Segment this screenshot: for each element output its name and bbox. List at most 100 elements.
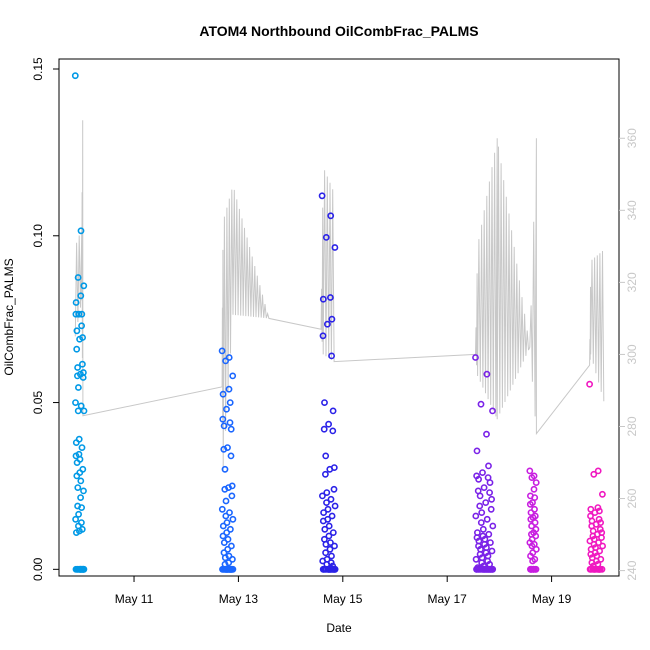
data-point	[219, 522, 227, 530]
data-point	[221, 485, 229, 493]
data-point	[487, 505, 495, 513]
data-point	[218, 347, 226, 355]
data-point	[226, 419, 234, 426]
data-point	[72, 515, 79, 523]
x-tick-label: May 11	[115, 592, 154, 606]
y-axis-label: OilCombFrac_PALMS	[2, 258, 16, 375]
data-point	[221, 554, 229, 562]
data-point	[319, 517, 327, 525]
data-point	[532, 545, 540, 553]
data-point	[77, 227, 85, 235]
x-axis-label: Date	[326, 621, 352, 635]
data-point	[330, 485, 338, 493]
data-point	[77, 477, 85, 485]
data-point	[329, 427, 337, 435]
data-point	[328, 565, 336, 573]
data-point	[73, 529, 80, 536]
data-point	[528, 522, 535, 530]
data-point	[219, 532, 227, 540]
data-point	[587, 505, 595, 513]
data-point	[479, 525, 487, 533]
data-point	[483, 430, 490, 438]
data-point	[72, 299, 80, 306]
data-point	[472, 354, 479, 361]
data-point	[488, 547, 496, 555]
data-point	[75, 510, 82, 518]
data-point	[586, 380, 593, 388]
data-point	[599, 542, 606, 550]
data-point	[77, 402, 85, 410]
data-point	[222, 357, 229, 365]
data-point	[220, 422, 228, 430]
data-point	[224, 545, 232, 553]
data-point	[73, 327, 81, 335]
data-point	[228, 555, 236, 563]
data-point	[229, 515, 237, 523]
data-point	[73, 345, 81, 353]
data-point	[72, 399, 79, 406]
right-y-tick-label: 280	[625, 416, 639, 436]
data-point	[485, 462, 492, 470]
data-point	[327, 495, 335, 503]
data-point	[222, 497, 230, 505]
data-point	[591, 509, 599, 516]
data-point	[326, 294, 334, 301]
data-point	[74, 407, 82, 415]
data-point	[599, 490, 606, 498]
data-point	[528, 542, 536, 550]
data-point	[78, 504, 85, 511]
data-point	[325, 522, 333, 530]
data-point	[475, 475, 482, 483]
data-point	[318, 492, 326, 500]
data-point	[223, 529, 231, 536]
right-y-tick-label: 300	[625, 344, 639, 364]
data-point	[71, 72, 79, 80]
x-tick-label: May 13	[219, 592, 259, 606]
right-y-tick-label: 340	[625, 200, 639, 220]
data-point	[74, 274, 82, 281]
data-point	[78, 322, 85, 330]
data-point	[328, 552, 335, 560]
data-point	[328, 352, 335, 360]
data-point	[226, 525, 234, 533]
data-point	[532, 532, 540, 540]
data-point	[476, 502, 484, 510]
data-point	[485, 530, 493, 538]
data-point	[472, 555, 480, 563]
data-point	[75, 384, 82, 391]
data-point	[74, 364, 81, 371]
data-point	[328, 512, 336, 520]
data-point	[322, 540, 330, 548]
data-point	[473, 447, 481, 455]
data-point	[477, 400, 485, 408]
data-point	[79, 360, 86, 368]
data-point	[331, 244, 339, 251]
data-point	[80, 487, 87, 495]
data-point	[319, 557, 327, 565]
data-point	[79, 374, 87, 381]
data-point	[74, 484, 82, 491]
data-point	[587, 550, 595, 558]
data-point	[325, 532, 333, 540]
x-tick-label: May 19	[532, 592, 572, 606]
data-point	[221, 465, 229, 473]
x-tick-label: May 17	[428, 592, 468, 606]
data-point	[331, 502, 339, 510]
data-point	[322, 233, 330, 241]
right-y-tick-label: 260	[625, 488, 639, 508]
data-point	[476, 492, 484, 500]
data-point	[322, 549, 329, 557]
data-point	[228, 492, 236, 500]
flight-series-5	[526, 467, 540, 573]
data-point	[586, 537, 594, 545]
axes-layer: 0.00 0.05 0.10 0.15 May 11 May 13 May 15 May 17…	[31, 57, 639, 606]
data-point	[596, 565, 604, 573]
data-point	[526, 467, 534, 475]
chart-title: ATOM4 Northbound OilCombFrac_PALMS	[199, 23, 478, 39]
data-point	[595, 515, 603, 523]
data-point	[327, 212, 335, 220]
data-point	[72, 452, 80, 460]
data-point	[482, 499, 490, 506]
data-point	[331, 542, 338, 550]
data-point	[78, 565, 86, 573]
